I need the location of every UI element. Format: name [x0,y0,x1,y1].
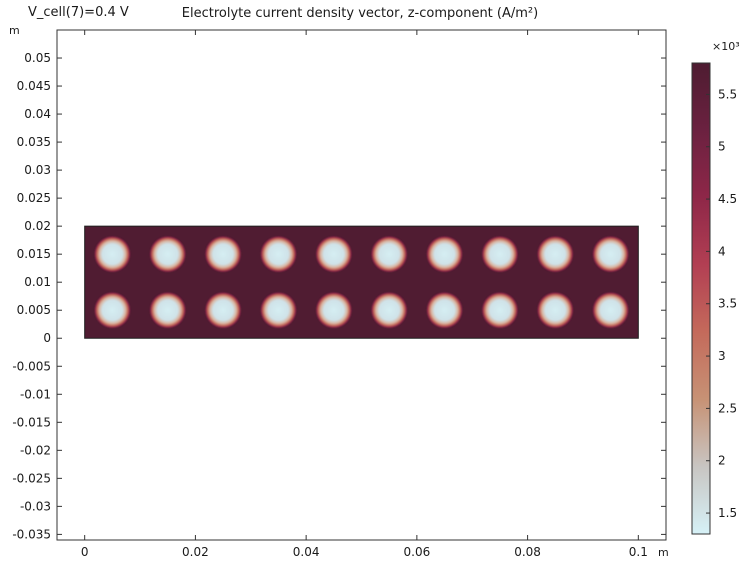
y-unit-label: m [9,24,20,37]
x-tick-label: 0.02 [182,545,209,559]
y-tick-label: 0.05 [24,51,51,65]
colorbar-tick-label: 2.5 [718,401,737,415]
y-tick-label: -0.015 [12,415,51,429]
y-tick-label: -0.03 [20,499,51,513]
y-tick-label: 0 [43,331,51,345]
y-tick-label: 0.03 [24,163,51,177]
chart-title: Electrolyte current density vector, z-co… [182,6,538,21]
colorbar-tick-label: 1.5 [718,506,737,520]
colorbar-tick-label: 3 [718,349,726,363]
chart-subtitle: V_cell(7)=0.4 V [28,5,129,20]
y-tick-label: 0.015 [17,247,51,261]
colorbar: ×10³ 5.5 5 4.5 4 3.5 3 2.5 2 1.5 [691,40,740,535]
current-spot [426,291,463,329]
current-spot [315,291,353,329]
current-spot [260,291,297,329]
x-tick-label: 0.08 [514,545,541,559]
current-spot [260,235,297,273]
current-spot [592,291,629,329]
y-tick-label: -0.01 [20,387,51,401]
plot-frame [56,29,667,541]
y-tick-label: 0.01 [24,275,51,289]
x-tick-label: 0.1 [629,545,648,559]
y-tick-label: 0.02 [24,219,51,233]
colorbar-ticks: 5.5 5 4.5 4 3.5 3 2.5 2 1.5 [706,87,737,520]
y-axis: 0.05 0.045 0.04 0.035 0.03 0.025 0.02 0.015 0.01… [12,51,666,541]
colorbar-fill [691,62,711,535]
current-spot [204,291,242,329]
y-tick-label: -0.005 [12,359,51,373]
y-tick-label: -0.025 [12,471,51,485]
current-spot [149,291,186,329]
plot-area [84,225,639,339]
x-tick-label: 0.04 [293,545,320,559]
colorbar-tick-label: 5.5 [718,87,737,101]
current-spot [204,235,242,273]
x-axis: 0 0.02 0.04 0.06 0.08 0.1 [81,30,648,559]
y-tick-label: 0.035 [17,135,51,149]
colorbar-tick-label: 2 [718,454,726,468]
current-spot [315,235,353,273]
current-spot [149,235,186,273]
colorbar-tick-label: 5 [718,140,726,154]
colorbar-multiplier: ×10³ [712,40,740,53]
y-tick-label: -0.035 [12,527,51,541]
y-tick-label: 0.005 [17,303,51,317]
current-spot [481,291,519,329]
current-spot [481,235,519,273]
current-spot [426,235,463,273]
x-unit-label: m [658,546,669,559]
current-spot [370,291,408,329]
current-spot [592,235,629,273]
colorbar-tick-label: 4 [718,244,726,258]
x-tick-label: 0 [81,545,89,559]
y-tick-label: -0.02 [20,443,51,457]
current-spot [370,235,408,273]
current-spot [537,235,574,273]
y-tick-label: 0.025 [17,191,51,205]
colorbar-tick-label: 3.5 [718,297,737,311]
y-tick-label: 0.045 [17,79,51,93]
current-spot [537,291,574,329]
x-tick-label: 0.06 [404,545,431,559]
current-spot [94,291,131,329]
y-tick-label: 0.04 [24,107,51,121]
current-spot [94,235,131,273]
colorbar-tick-label: 4.5 [718,192,737,206]
